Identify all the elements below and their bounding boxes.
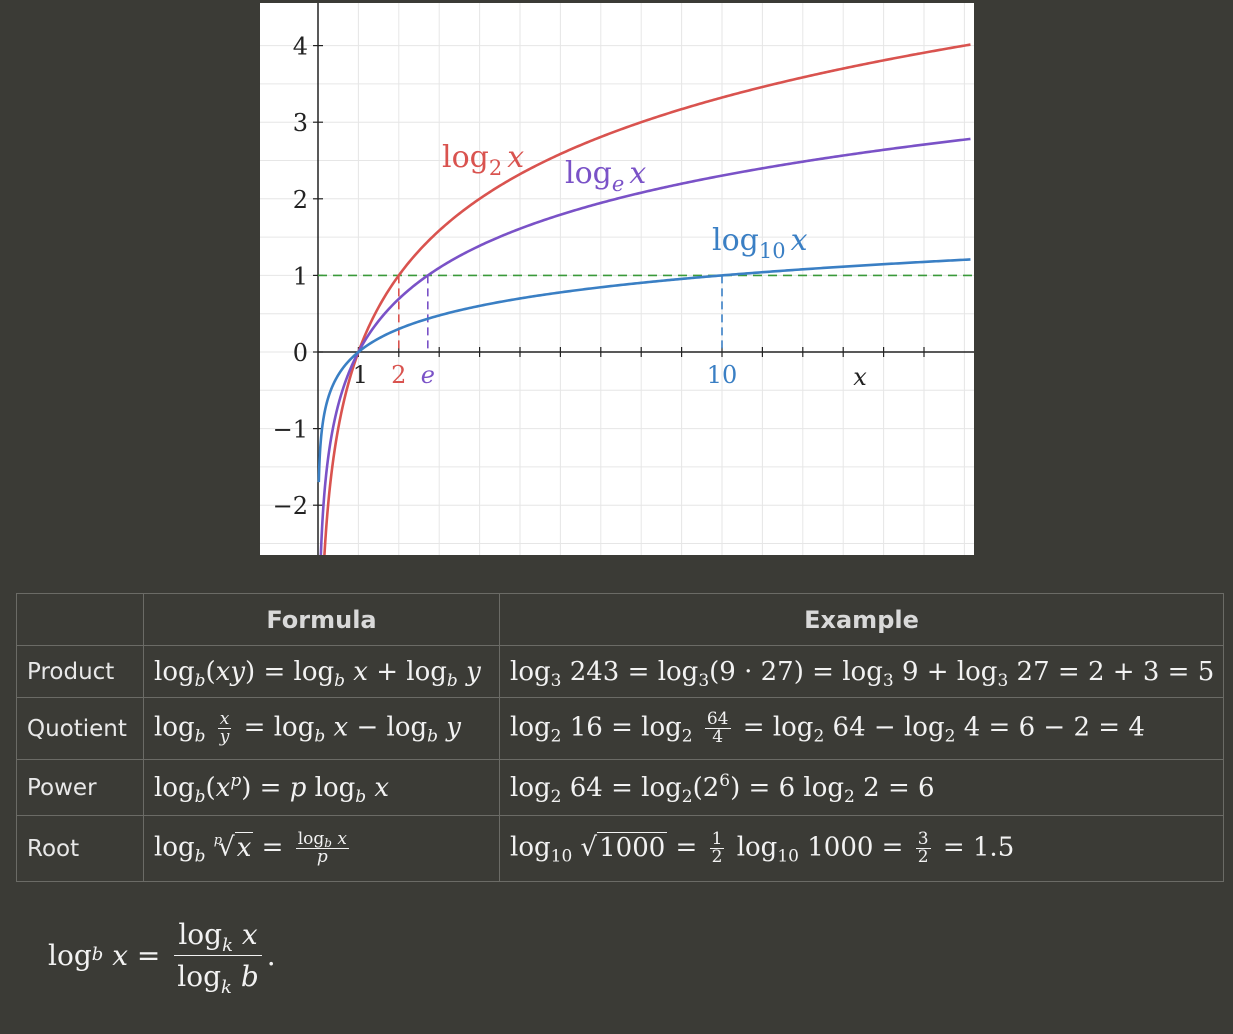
header-example: Example <box>499 593 1224 646</box>
row-name-product: Product <box>16 645 144 698</box>
row-name-root: Root <box>16 815 144 882</box>
row-name-power: Power <box>16 759 144 816</box>
product-formula: logb(xy) = logb x + logb y <box>143 645 500 698</box>
x-tick-label: 1 <box>353 361 368 389</box>
header-formula: Formula <box>143 593 500 646</box>
y-tick-label: −1 <box>273 416 308 444</box>
x-axis-label: x <box>853 363 867 391</box>
quotient-example: log2 16 = log2 64 4 = log2 64 − log2 4 = … <box>499 697 1224 760</box>
log-rules-table: Formula Example Product logb(xy) = logb … <box>16 593 1224 882</box>
x-tick-label: 10 <box>707 361 738 389</box>
series-label: log2 x <box>442 140 524 180</box>
table-row-product: Product logb(xy) = logb x + logb y log3 … <box>16 645 1224 698</box>
y-tick-label: 1 <box>293 262 308 290</box>
logarithm-chart: −2 −1 0 1 2 3 4 1 2 e 10 x log2 x loge x log10 x <box>260 3 974 555</box>
row-name-quotient: Quotient <box>16 697 144 760</box>
fraction: logk x logk b <box>173 918 263 996</box>
table-row-power: Power logb(xp) = p logb x log2 64 = log2… <box>16 759 1224 816</box>
series-label: loge x <box>565 156 646 196</box>
fraction: logb x p <box>295 829 349 867</box>
series-line <box>317 258 971 483</box>
y-tick-label: −2 <box>273 492 308 520</box>
series-line <box>319 137 971 555</box>
change-of-base-formula: log b x = logk x logk b . <box>48 917 276 998</box>
power-formula: logb(xp) = p logb x <box>143 759 500 816</box>
y-tick-label: 4 <box>293 33 308 61</box>
x-tick-label: 2 <box>391 361 406 389</box>
series-line <box>323 43 971 555</box>
table-header-row: Formula Example <box>16 593 1224 646</box>
series-label: log10 x <box>712 223 808 263</box>
fraction: 64 4 <box>704 709 731 747</box>
y-tick-label: 3 <box>293 109 308 137</box>
root-formula: logb p√x = logb x p <box>143 815 500 882</box>
header-empty <box>16 593 144 646</box>
x-tick-label: e <box>421 361 435 389</box>
power-example: log2 64 = log2(26) = 6 log2 2 = 6 <box>499 759 1224 816</box>
product-example: log3 243 = log3(9 · 27) = log3 9 + log3 … <box>499 645 1224 698</box>
y-tick-label: 2 <box>293 186 308 214</box>
table-row-root: Root logb p√x = logb x p log10 √1000 = 1… <box>16 815 1224 882</box>
y-tick-label: 0 <box>293 339 308 367</box>
